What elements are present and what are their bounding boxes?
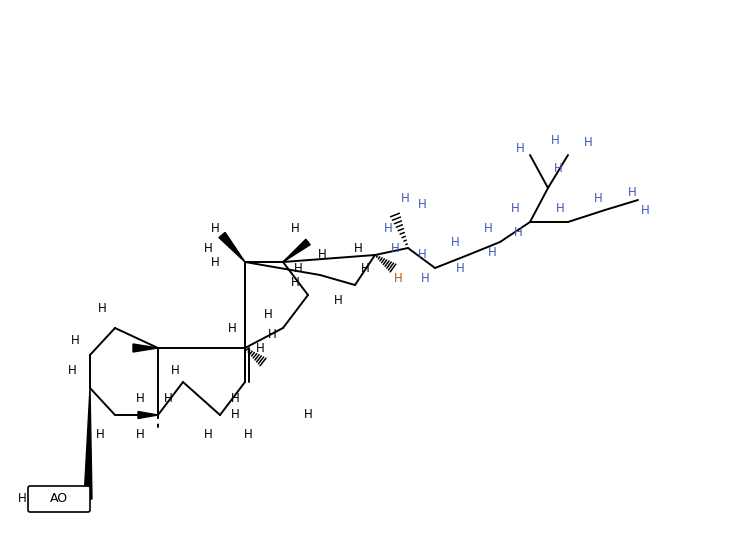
Text: H: H: [18, 492, 26, 506]
Text: H: H: [383, 221, 392, 235]
Text: H: H: [318, 249, 327, 261]
Text: H: H: [304, 408, 313, 421]
Text: H: H: [354, 241, 363, 255]
Text: H: H: [244, 428, 252, 441]
Text: H: H: [514, 225, 522, 239]
Text: H: H: [256, 341, 264, 355]
Text: H: H: [594, 191, 602, 204]
Text: H: H: [95, 428, 104, 441]
Text: H: H: [391, 241, 399, 255]
Text: H: H: [291, 221, 299, 235]
Text: H: H: [418, 199, 427, 211]
Text: H: H: [204, 241, 213, 255]
Text: H: H: [456, 261, 464, 275]
Polygon shape: [219, 233, 245, 262]
Text: H: H: [231, 391, 239, 405]
Text: H: H: [268, 329, 276, 341]
Text: H: H: [554, 162, 562, 174]
Text: H: H: [488, 245, 496, 259]
Text: H: H: [210, 221, 219, 235]
Text: H: H: [228, 321, 236, 335]
Text: H: H: [483, 221, 492, 235]
Text: H: H: [136, 428, 145, 441]
Text: H: H: [627, 185, 636, 199]
Text: H: H: [510, 201, 519, 214]
Text: H: H: [204, 428, 213, 441]
Text: H: H: [98, 301, 107, 315]
Text: H: H: [294, 261, 302, 275]
Text: H: H: [418, 249, 427, 261]
Text: H: H: [401, 191, 410, 204]
Text: H: H: [231, 408, 239, 421]
Text: H: H: [641, 204, 649, 216]
FancyBboxPatch shape: [28, 486, 90, 512]
Text: H: H: [210, 255, 219, 269]
Text: H: H: [333, 294, 342, 306]
Polygon shape: [283, 239, 310, 262]
Text: H: H: [263, 309, 272, 321]
Text: H: H: [451, 235, 460, 249]
Text: H: H: [171, 364, 179, 376]
Text: H: H: [556, 201, 565, 214]
Text: H: H: [71, 334, 79, 346]
Text: H: H: [68, 364, 76, 376]
Text: H: H: [136, 391, 145, 405]
Text: AO: AO: [50, 492, 68, 506]
Text: H: H: [515, 142, 524, 154]
Polygon shape: [84, 388, 92, 499]
Polygon shape: [133, 344, 158, 352]
Text: H: H: [360, 261, 369, 275]
Text: H: H: [583, 135, 592, 149]
Text: H: H: [551, 134, 560, 147]
Polygon shape: [138, 411, 158, 418]
Text: H: H: [394, 271, 402, 285]
Text: H: H: [291, 275, 299, 289]
Text: H: H: [421, 271, 430, 285]
Text: H: H: [163, 391, 172, 405]
